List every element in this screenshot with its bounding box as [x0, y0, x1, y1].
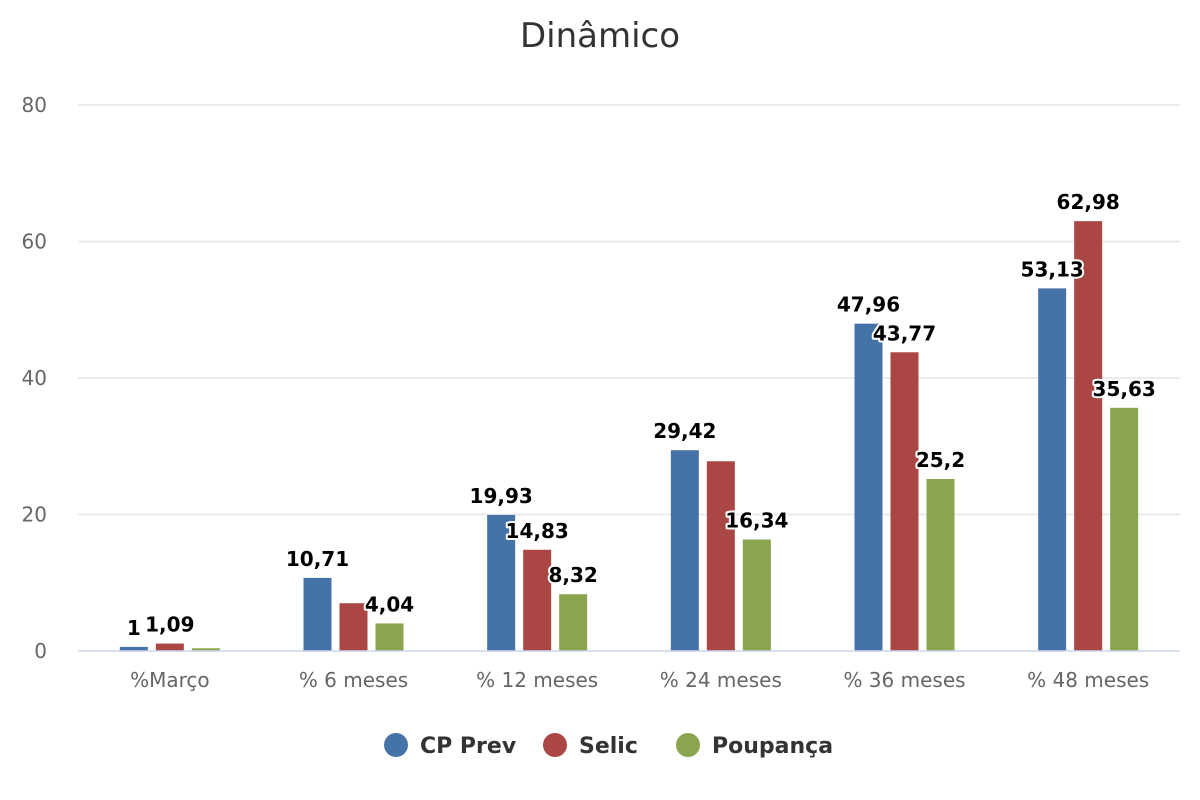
data-label: 1 — [127, 616, 141, 640]
bar-cp-prev[interactable] — [119, 646, 148, 651]
bar-poupança[interactable] — [375, 623, 404, 651]
bar-selic[interactable] — [523, 549, 552, 651]
legend-label: Poupança — [712, 734, 833, 759]
bar-poupança[interactable] — [926, 479, 955, 651]
data-label: 29,42 — [653, 419, 716, 443]
data-label: 14,83 — [506, 519, 569, 543]
legend[interactable]: CP Prev Selic Poupança — [384, 733, 833, 759]
data-label: 10,71 — [286, 547, 349, 571]
legend-marker — [676, 733, 700, 757]
bar-cp-prev[interactable] — [670, 450, 699, 651]
x-tick-label: %Março — [130, 668, 210, 692]
data-label: 43,77 — [873, 321, 936, 345]
legend-item-poupança[interactable]: Poupança — [676, 733, 833, 759]
bar-selic[interactable] — [155, 643, 184, 651]
bar-selic[interactable] — [1074, 221, 1103, 651]
bars — [119, 221, 1139, 651]
x-tick-label: % 48 meses — [1027, 668, 1149, 692]
bar-poupança[interactable] — [1110, 407, 1139, 651]
x-axis: %Março % 6 meses % 12 meses % 24 meses % 36 … — [78, 650, 1180, 692]
data-label: 35,63 — [1093, 377, 1156, 401]
bar-selic[interactable] — [706, 461, 735, 651]
data-label: 62,98 — [1057, 190, 1120, 214]
data-label: 25,2 — [916, 448, 965, 472]
data-label: 4,04 — [365, 592, 414, 616]
legend-label: CP Prev — [420, 734, 517, 759]
legend-label: Selic — [579, 734, 638, 759]
bar-poupança[interactable] — [191, 648, 220, 651]
grid-lines: 0 20 40 60 80 — [22, 93, 1180, 663]
y-tick-label: 80 — [22, 93, 47, 117]
bar-poupança[interactable] — [559, 594, 588, 651]
x-tick-label: % 12 meses — [476, 668, 598, 692]
data-label: 8,32 — [548, 563, 597, 587]
bar-cp-prev[interactable] — [487, 514, 516, 651]
y-tick-label: 40 — [22, 366, 47, 390]
bar-cp-prev[interactable] — [303, 577, 332, 651]
bar-cp-prev[interactable] — [854, 323, 883, 651]
bar-selic[interactable] — [339, 603, 368, 651]
y-tick-label: 0 — [34, 639, 47, 663]
bar-cp-prev[interactable] — [1038, 288, 1067, 651]
bar-poupança[interactable] — [742, 539, 771, 651]
y-tick-label: 20 — [22, 503, 47, 527]
chart-title: Dinâmico — [520, 16, 680, 56]
data-label: 16,34 — [725, 508, 788, 532]
data-label: 53,13 — [1021, 257, 1084, 281]
legend-item-cp-prev[interactable]: CP Prev — [384, 733, 517, 759]
data-labels: 1 1,09 10,71 4,04 19,93 14,83 8,32 29,42 16,34 47… — [125, 188, 1158, 642]
data-label: 1,09 — [145, 613, 194, 637]
legend-marker — [543, 733, 567, 757]
x-tick-label: % 24 meses — [660, 668, 782, 692]
data-label: 19,93 — [470, 484, 533, 508]
data-label: 47,96 — [837, 293, 900, 317]
x-tick-label: % 36 meses — [843, 668, 965, 692]
x-tick-label: % 6 meses — [299, 668, 408, 692]
y-tick-label: 60 — [22, 230, 47, 254]
bar-selic[interactable] — [890, 352, 919, 651]
legend-marker — [384, 733, 408, 757]
legend-item-selic[interactable]: Selic — [543, 733, 638, 759]
